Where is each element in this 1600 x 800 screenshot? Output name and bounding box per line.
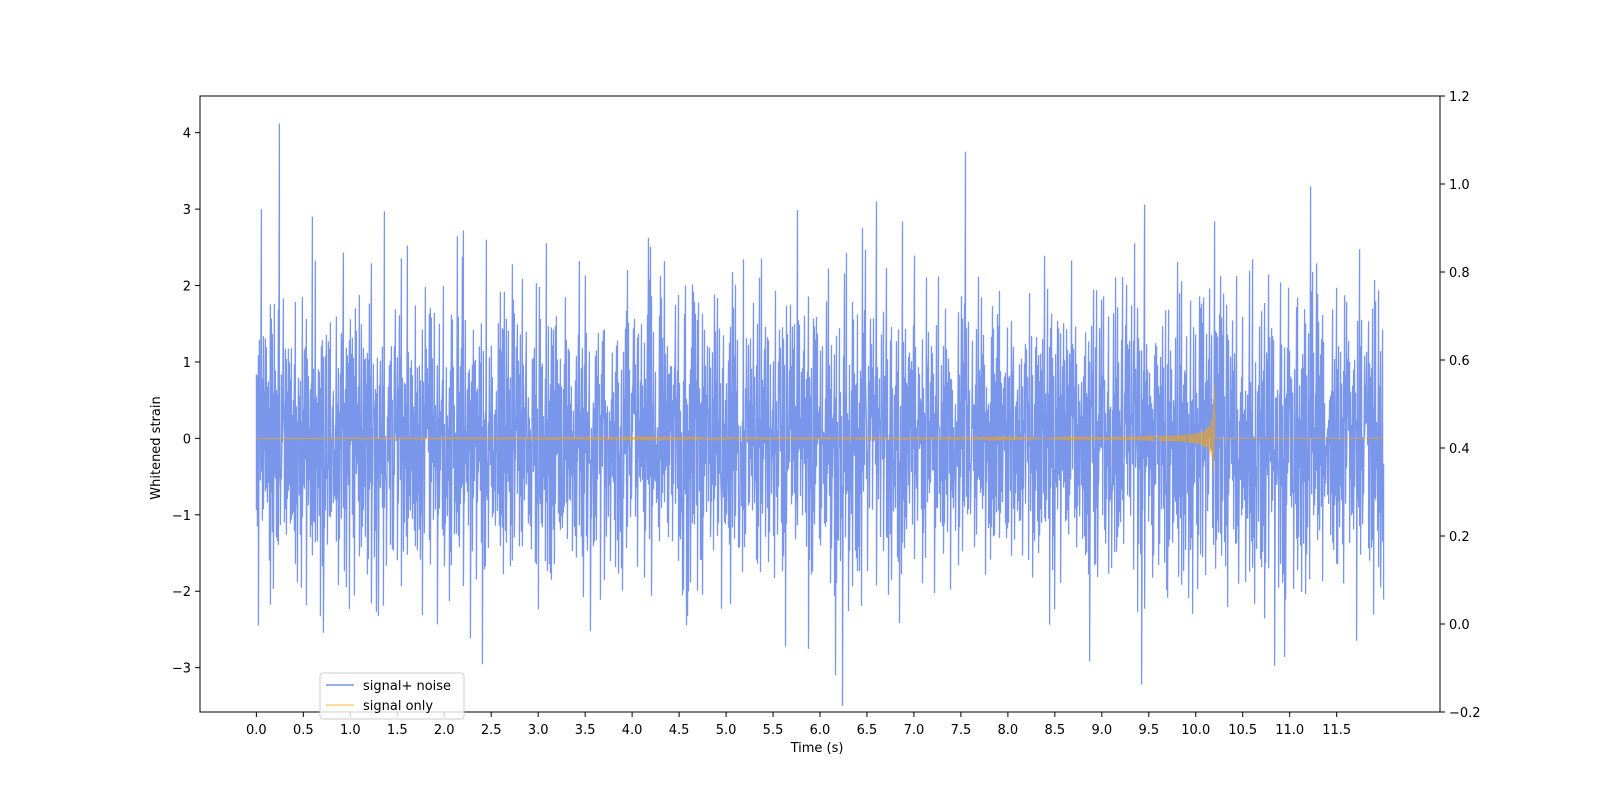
y2-tick-label: 0.6 bbox=[1449, 354, 1470, 369]
y-tick-label: −3 bbox=[172, 662, 191, 677]
y2-tick-label: 0.4 bbox=[1449, 442, 1470, 457]
y-tick-label: 4 bbox=[183, 127, 191, 142]
x-tick-label: 10.0 bbox=[1181, 723, 1210, 738]
x-tick-label: 1.0 bbox=[340, 723, 361, 738]
x-tick-label: 8.5 bbox=[1045, 723, 1066, 738]
x-tick-label: 8.0 bbox=[998, 723, 1019, 738]
y-axis-label: Whitened strain bbox=[149, 396, 164, 499]
x-tick-label: 1.5 bbox=[387, 723, 408, 738]
series-group bbox=[255, 123, 1385, 706]
legend-label-signal-only: signal only bbox=[363, 699, 433, 714]
legend-label-signal-plus-noise: signal+ noise bbox=[363, 679, 451, 694]
y-tick-label: 2 bbox=[183, 280, 191, 295]
y2-tick-label: 0.0 bbox=[1449, 618, 1470, 633]
y2-tick-label: 1.2 bbox=[1449, 90, 1470, 105]
x-axis: 0.0 0.5 1.0 1.5 2.0 2.5 3.0 3.5 4.0 4.5 5.0 5.5 6.0 6… bbox=[246, 712, 1351, 738]
x-tick-label: 0.0 bbox=[246, 723, 267, 738]
x-axis-label: Time (s) bbox=[790, 741, 844, 756]
y2-tick-label: 0.8 bbox=[1449, 266, 1470, 281]
x-tick-label: 9.5 bbox=[1138, 723, 1159, 738]
legend-box bbox=[319, 672, 465, 720]
x-tick-label: 4.0 bbox=[622, 723, 643, 738]
x-tick-label: 0.5 bbox=[293, 723, 314, 738]
x-tick-label: 10.5 bbox=[1228, 723, 1257, 738]
x-tick-label: 2.5 bbox=[481, 723, 502, 738]
y-tick-label: 1 bbox=[183, 356, 191, 371]
x-tick-label: 7.5 bbox=[951, 723, 972, 738]
x-tick-label: 4.5 bbox=[669, 723, 690, 738]
x-tick-label: 11.0 bbox=[1275, 723, 1304, 738]
x-tick-label: 7.0 bbox=[904, 723, 925, 738]
x-tick-label: 5.5 bbox=[763, 723, 784, 738]
x-tick-label: 3.5 bbox=[575, 723, 596, 738]
x-tick-label: 6.5 bbox=[857, 723, 878, 738]
x-tick-label: 6.0 bbox=[810, 723, 831, 738]
y2-tick-label: 1.0 bbox=[1449, 178, 1470, 193]
y-axis-right: −0.2 0.0 0.2 0.4 0.6 0.8 1.0 1.2 bbox=[1440, 90, 1481, 721]
series-signal-only-line bbox=[256, 385, 1384, 472]
x-tick-label: 3.0 bbox=[528, 723, 549, 738]
x-tick-label: 9.0 bbox=[1091, 723, 1112, 738]
y-axis-left: −3 −2 −1 0 1 2 3 4 bbox=[172, 127, 200, 677]
y-tick-label: −1 bbox=[172, 509, 191, 524]
y-tick-label: 3 bbox=[183, 203, 191, 218]
x-tick-label: 2.0 bbox=[434, 723, 455, 738]
y-tick-label: −2 bbox=[172, 585, 191, 600]
legend: signal+ noise signal only bbox=[319, 672, 465, 720]
y2-tick-label: −0.2 bbox=[1449, 706, 1481, 721]
y-tick-label: 0 bbox=[183, 432, 191, 447]
y2-tick-label: 0.2 bbox=[1449, 530, 1470, 545]
x-tick-label: 11.5 bbox=[1322, 723, 1351, 738]
x-tick-label: 5.0 bbox=[716, 723, 737, 738]
